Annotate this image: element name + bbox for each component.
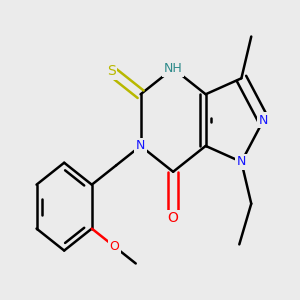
Text: O: O	[110, 240, 119, 253]
Text: N: N	[237, 155, 246, 168]
Text: O: O	[168, 211, 178, 225]
Text: S: S	[107, 64, 116, 78]
Text: NH: NH	[164, 62, 182, 75]
Text: N: N	[136, 140, 145, 152]
Text: N: N	[259, 114, 268, 127]
